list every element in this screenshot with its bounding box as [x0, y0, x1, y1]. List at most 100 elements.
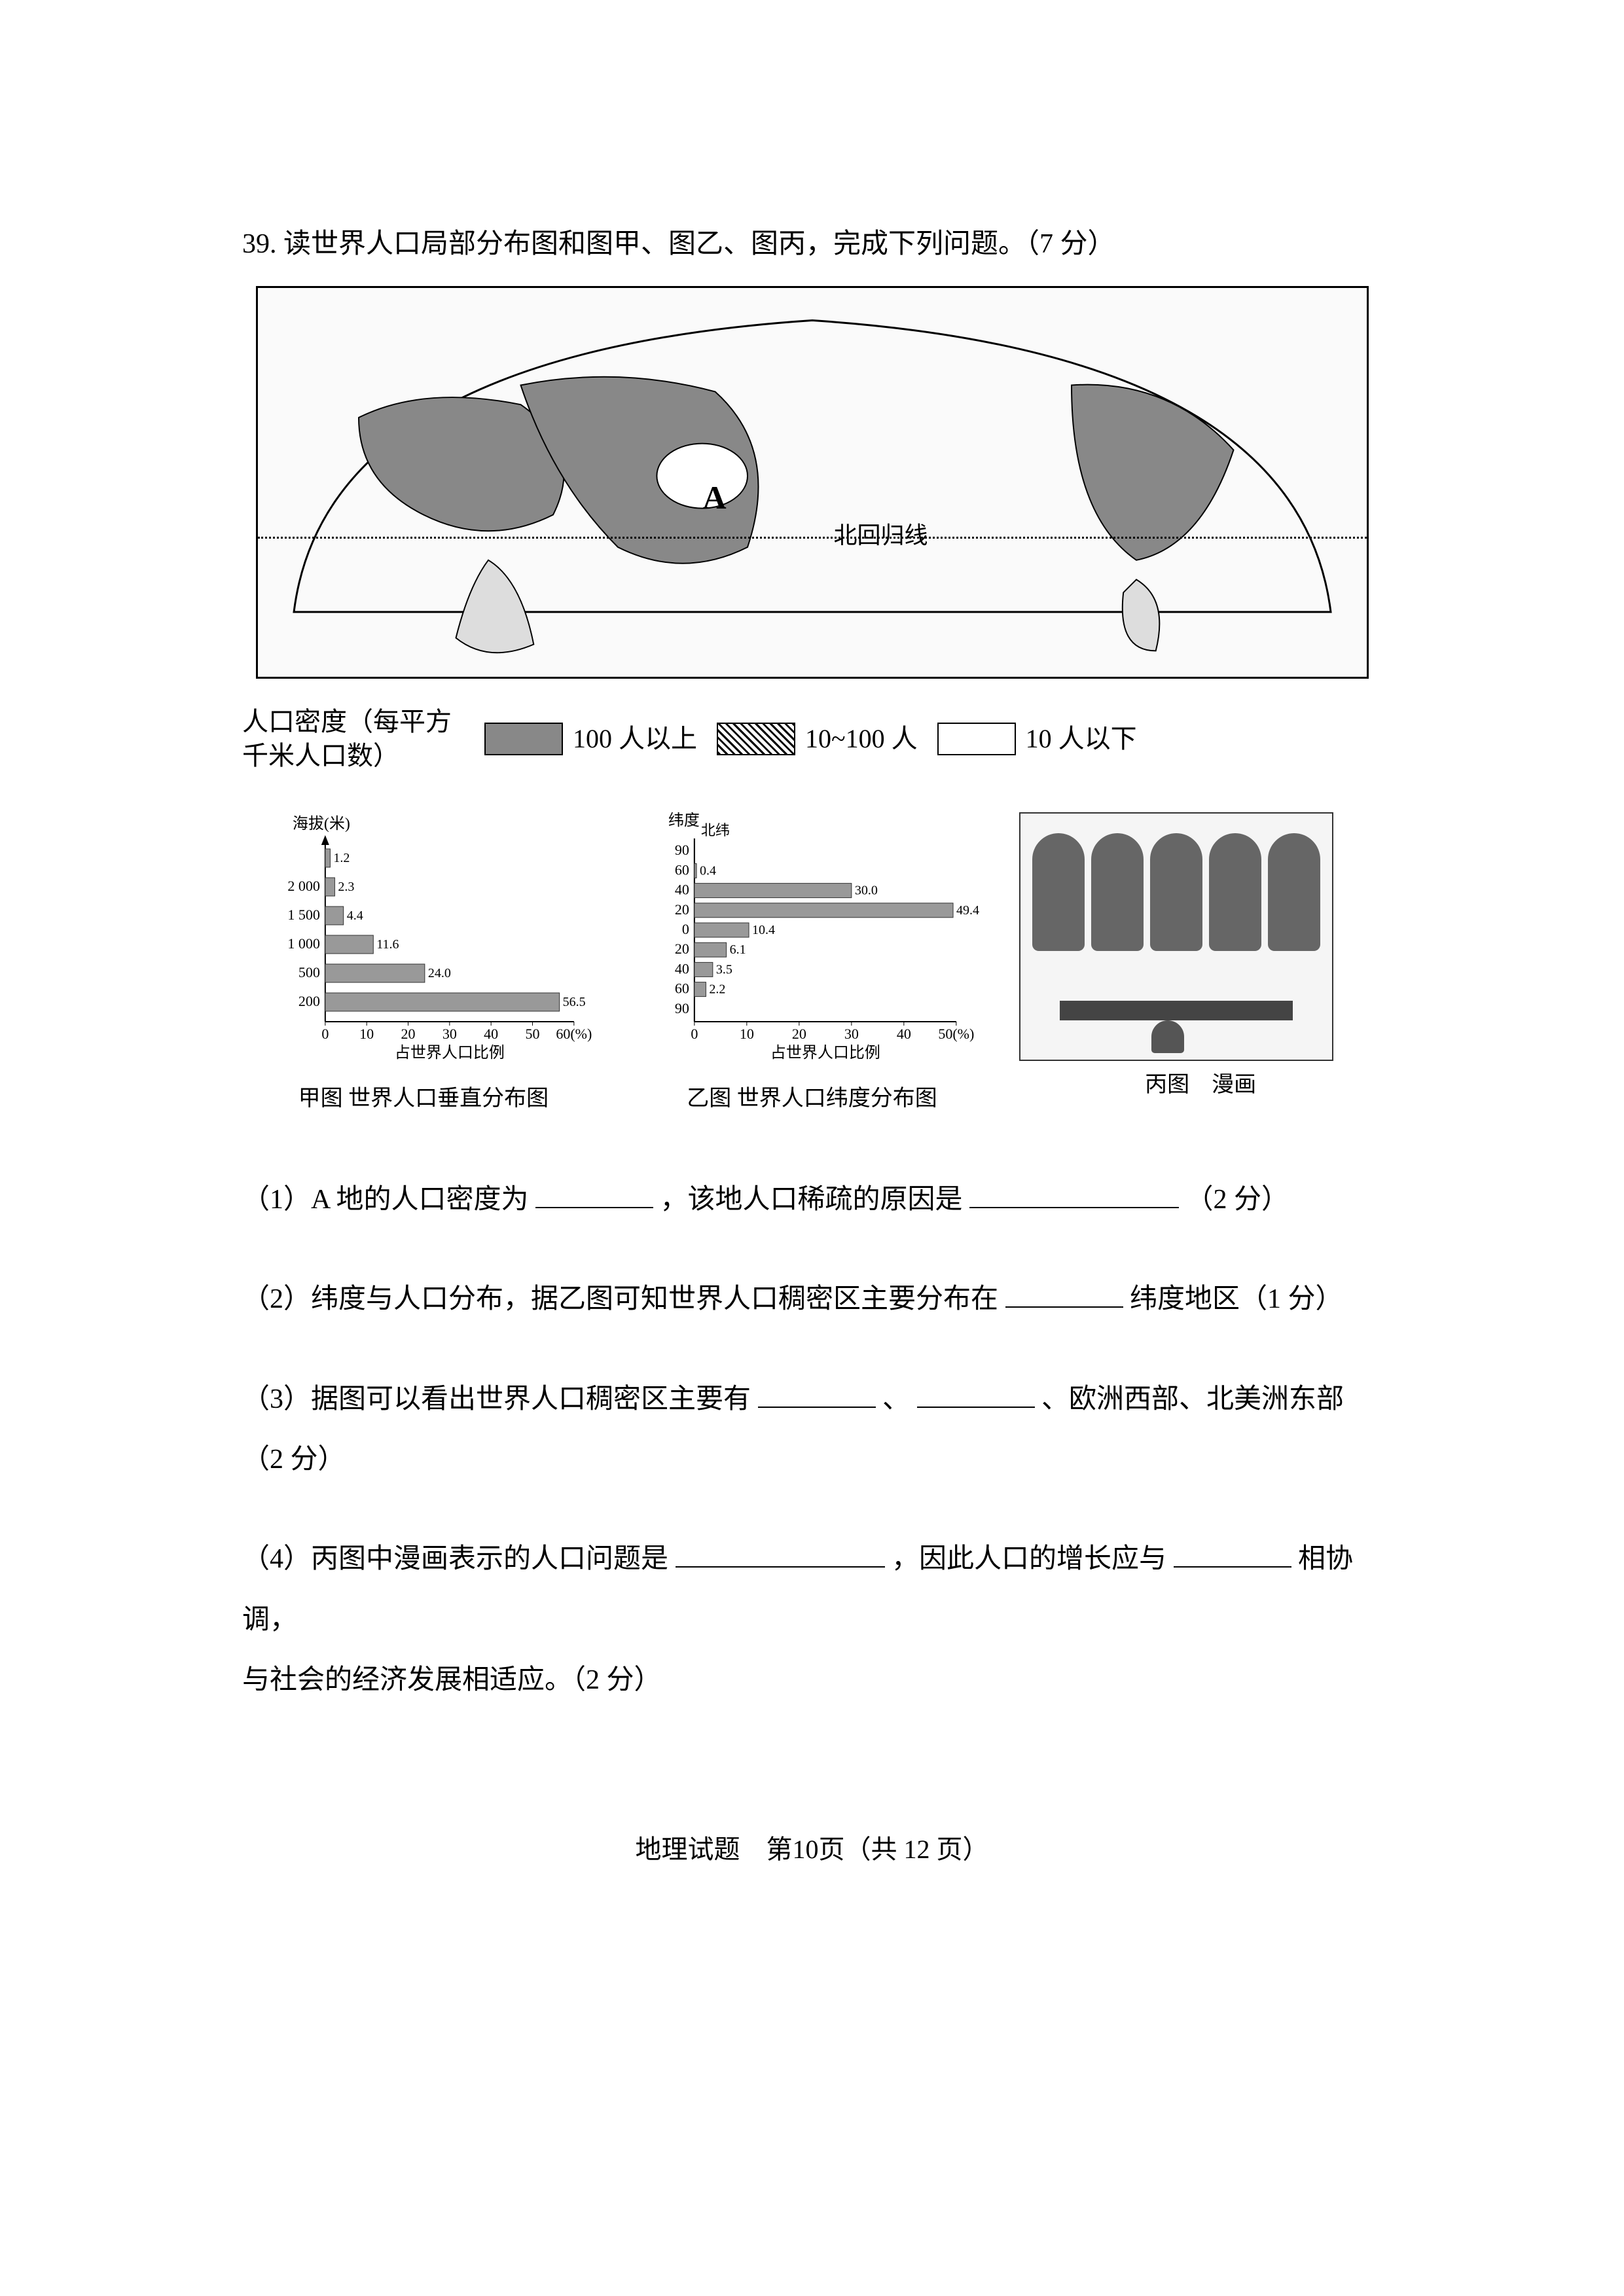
svg-text:占世界人口比例: 占世界人口比例 — [395, 1044, 505, 1061]
figure-1 — [1032, 833, 1085, 951]
chart-c-caption: 丙图 漫画 — [1019, 1067, 1382, 1103]
sub-question-2: （2）纬度与人口分布，据乙图可知世界人口稠密区主要分布在 纬度地区（1 分） — [242, 1269, 1382, 1329]
svg-text:30: 30 — [844, 1026, 859, 1042]
q1-middle: ，该地人口稀疏的原因是 — [660, 1185, 963, 1215]
q2-prefix: （2）纬度与人口分布，据乙图可知世界人口稠密区主要分布在 — [242, 1284, 998, 1314]
svg-text:6.1: 6.1 — [729, 942, 746, 957]
chart-c-container: 丙图 漫画 — [1019, 812, 1382, 1117]
chart-b-container: 纬度北纬900.46030.04049.42010.406.1203.5402.… — [631, 812, 994, 1117]
legend-label-dense: 100 人以上 — [573, 718, 697, 760]
svg-text:0: 0 — [691, 1026, 698, 1042]
chart-b-caption: 乙图 世界人口纬度分布图 — [631, 1081, 994, 1117]
figure-4 — [1209, 833, 1261, 951]
legend-swatch-dense — [484, 723, 563, 755]
chart-b-svg: 纬度北纬900.46030.04049.42010.406.1203.5402.… — [631, 812, 994, 1061]
question-text: 读世界人口局部分布图和图甲、图乙、图丙，完成下列问题。（7 分） — [283, 229, 1115, 259]
q4-line2: 与社会的经济发展相适应。（2 分） — [242, 1665, 662, 1695]
svg-text:2 000: 2 000 — [287, 878, 320, 894]
svg-text:90: 90 — [675, 842, 689, 858]
map-label-a: A — [703, 471, 727, 524]
tropic-line — [258, 537, 1367, 539]
svg-text:50(%): 50(%) — [938, 1026, 974, 1042]
svg-text:60: 60 — [675, 862, 689, 878]
svg-text:20: 20 — [792, 1026, 806, 1042]
svg-text:海拔(米): 海拔(米) — [293, 815, 350, 833]
q3-prefix: （3）据图可以看出世界人口稠密区主要有 — [242, 1384, 751, 1414]
chart-a-container: 海拔(米)1.22.32 0004.41 50011.61 00024.0500… — [242, 812, 605, 1117]
legend-swatch-sparse — [937, 723, 1016, 755]
map-svg — [258, 288, 1367, 677]
charts-row: 海拔(米)1.22.32 0004.41 50011.61 00024.0500… — [242, 812, 1382, 1117]
svg-text:500: 500 — [298, 964, 320, 980]
svg-text:占世界人口比例: 占世界人口比例 — [770, 1044, 880, 1061]
q4-prefix: （4）丙图中漫画表示的人口问题是 — [242, 1544, 668, 1574]
svg-text:10.4: 10.4 — [752, 923, 775, 937]
svg-text:11.6: 11.6 — [376, 937, 399, 952]
svg-text:40: 40 — [484, 1026, 498, 1042]
q1-prefix: （1）A 地的人口密度为 — [242, 1185, 529, 1215]
q3-sep: 、 — [882, 1384, 910, 1414]
figure-2 — [1091, 833, 1144, 951]
cartoon-child-figure — [1151, 1020, 1184, 1053]
legend-swatch-medium — [717, 723, 795, 755]
svg-text:1 000: 1 000 — [287, 935, 320, 952]
svg-text:10: 10 — [359, 1026, 374, 1042]
svg-text:56.5: 56.5 — [563, 995, 586, 1009]
svg-text:60: 60 — [675, 980, 689, 997]
svg-text:90: 90 — [675, 1000, 689, 1016]
svg-text:30: 30 — [442, 1026, 457, 1042]
figure-5 — [1268, 833, 1320, 951]
q3-blank-2 — [917, 1380, 1035, 1408]
sub-question-4: （4）丙图中漫画表示的人口问题是 ，因此人口的增长应与 相协调， 与社会的经济发… — [242, 1529, 1382, 1710]
q4-middle: ，因此人口的增长应与 — [892, 1544, 1166, 1574]
legend-label-sparse: 10 人以下 — [1026, 718, 1137, 760]
chart-a-svg: 海拔(米)1.22.32 0004.41 50011.61 00024.0500… — [242, 812, 605, 1061]
svg-text:24.0: 24.0 — [428, 966, 451, 980]
svg-text:40: 40 — [897, 1026, 911, 1042]
svg-text:4.4: 4.4 — [347, 908, 363, 923]
svg-text:20: 20 — [675, 941, 689, 957]
cartoon-elderly-figures — [1020, 833, 1332, 964]
svg-text:2.3: 2.3 — [338, 880, 354, 894]
q4-blank-2 — [1174, 1540, 1291, 1568]
q3-blank-1 — [758, 1380, 876, 1408]
cartoon-image — [1019, 812, 1333, 1061]
q2-suffix: 纬度地区（1 分） — [1130, 1284, 1343, 1314]
svg-text:0: 0 — [321, 1026, 329, 1042]
map-legend: 人口密度（每平方千米人口数） 100 人以上 10~100 人 10 人以下 — [242, 705, 1382, 773]
q2-blank-1 — [1005, 1280, 1123, 1308]
question-number: 39. — [242, 229, 277, 259]
legend-item-medium: 10~100 人 — [717, 718, 918, 760]
world-population-map: A 北回归线 — [256, 286, 1369, 679]
svg-text:49.4: 49.4 — [956, 903, 979, 918]
svg-text:200: 200 — [298, 993, 320, 1009]
svg-text:40: 40 — [675, 961, 689, 977]
page-footer: 地理试题 第10页（共 12 页） — [242, 1829, 1382, 1871]
svg-text:2.2: 2.2 — [709, 982, 725, 997]
tropic-label: 北回归线 — [834, 517, 928, 555]
legend-item-dense: 100 人以上 — [484, 718, 697, 760]
svg-text:北纬: 北纬 — [701, 822, 730, 838]
svg-text:纬度: 纬度 — [668, 812, 700, 829]
svg-text:3.5: 3.5 — [716, 963, 732, 977]
figure-3 — [1150, 833, 1202, 951]
legend-item-sparse: 10 人以下 — [937, 718, 1137, 760]
svg-text:30.0: 30.0 — [855, 884, 878, 898]
svg-text:1 500: 1 500 — [287, 906, 320, 923]
legend-title: 人口密度（每平方千米人口数） — [242, 705, 465, 773]
cartoon-platform — [1060, 1001, 1293, 1020]
svg-text:20: 20 — [401, 1026, 416, 1042]
q1-points: （2 分） — [1186, 1185, 1290, 1215]
svg-text:0: 0 — [682, 921, 689, 937]
q1-blank-2 — [969, 1181, 1179, 1208]
svg-text:10: 10 — [740, 1026, 754, 1042]
chart-a-caption: 甲图 世界人口垂直分布图 — [242, 1081, 605, 1117]
svg-text:1.2: 1.2 — [333, 851, 350, 865]
legend-label-medium: 10~100 人 — [805, 718, 918, 760]
q4-blank-1 — [676, 1540, 885, 1568]
sub-question-1: （1）A 地的人口密度为 ，该地人口稀疏的原因是 （2 分） — [242, 1170, 1382, 1230]
q1-blank-1 — [535, 1181, 653, 1208]
svg-text:50: 50 — [526, 1026, 540, 1042]
svg-text:20: 20 — [675, 901, 689, 918]
sub-question-3: （3）据图可以看出世界人口稠密区主要有 、 、欧洲西部、北美洲东部（2 分） — [242, 1369, 1382, 1490]
